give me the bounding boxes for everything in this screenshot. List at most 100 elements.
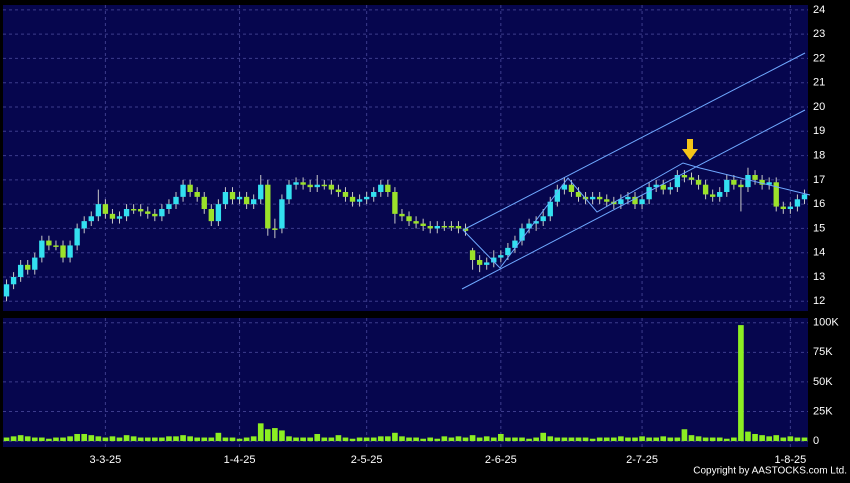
volume-bar [759, 435, 765, 442]
volume-bar [610, 437, 617, 442]
grid [3, 5, 808, 447]
candle-body [801, 194, 808, 200]
volume-bar [349, 438, 356, 442]
volume-bar [293, 437, 299, 442]
volume-bar [81, 433, 88, 442]
candle-body [462, 228, 469, 231]
candle-body [81, 221, 87, 229]
candle-body [286, 184, 292, 200]
volume-bar [24, 436, 31, 442]
candle-body [130, 209, 137, 211]
candle-body [356, 199, 363, 202]
candle-body [201, 196, 207, 209]
volume-bar [370, 437, 377, 442]
candle-body [46, 240, 52, 246]
candle-body [491, 257, 497, 263]
volume-bar [702, 437, 709, 442]
candle-body [498, 255, 504, 258]
candle-body [731, 179, 737, 185]
volume-bar [335, 435, 342, 442]
candle-body [794, 199, 801, 207]
volume-bar [151, 437, 158, 442]
y-tick-label: 24 [813, 4, 825, 16]
candle-body [349, 196, 356, 202]
y-tick-label: 15 [813, 222, 825, 234]
candle-body [561, 184, 568, 190]
volume-bar [462, 437, 469, 442]
volume-bar [498, 433, 504, 442]
candle-body [74, 228, 80, 246]
channel-lower [461, 109, 806, 290]
candle-body [378, 184, 384, 192]
arrow [682, 139, 698, 160]
candle-body [328, 184, 335, 190]
volume-bar [660, 436, 667, 442]
candle-body [455, 226, 462, 229]
candle-body [618, 199, 624, 205]
volume-bar [166, 436, 172, 442]
volume-bar [363, 437, 370, 442]
candle-body [597, 196, 603, 200]
volume-bar [646, 437, 652, 442]
volume-bar [144, 437, 151, 442]
volume-bar [505, 437, 511, 442]
candle-body [138, 209, 144, 212]
candle-body [342, 192, 349, 197]
volume-bar [53, 437, 59, 442]
volume-bar [187, 436, 193, 442]
volume-bar [787, 436, 794, 442]
volume-bar [180, 435, 186, 442]
candle-body [293, 182, 299, 185]
volume-bar [10, 436, 17, 442]
candle-body [639, 199, 645, 205]
volume-bar [533, 437, 539, 442]
volume-bar [222, 437, 229, 442]
candle-body [554, 189, 561, 202]
volume-bar [201, 437, 208, 442]
candle-body [526, 223, 532, 229]
volume-bar [399, 436, 405, 442]
candle-body [434, 226, 440, 229]
y-tick-label: 20 [813, 101, 825, 113]
candle-body [60, 245, 66, 258]
candle-body [674, 175, 681, 188]
x-tick-label: 2-5-25 [351, 454, 383, 466]
y-tick-label: 23 [813, 28, 825, 40]
candle-body [187, 184, 193, 192]
candle-body [102, 204, 109, 214]
volume-bar [695, 436, 702, 442]
zigzag [462, 162, 811, 269]
candle-body [53, 245, 59, 247]
volume-bar [406, 437, 412, 442]
candle-body [448, 226, 455, 228]
candle-body [116, 216, 123, 219]
volume-bar [575, 437, 582, 442]
volume-bar [31, 437, 38, 442]
volume-bar [632, 437, 638, 442]
candle-body [215, 204, 222, 222]
volume-bar [116, 437, 123, 442]
volume-bar [88, 435, 95, 442]
candle-body [688, 177, 695, 180]
volume-bar [667, 437, 674, 442]
x-tick-label: 1-4-25 [224, 454, 256, 466]
volume-bar [257, 423, 264, 442]
volume-bar [476, 437, 483, 442]
y-tick-label: 22 [813, 52, 825, 64]
volume-bar [738, 325, 744, 442]
x-tick-label: 2-6-25 [485, 454, 517, 466]
candle-body [272, 228, 278, 230]
y-tick-label: 17 [813, 174, 825, 186]
volume-bar [773, 435, 780, 442]
y-tick-label: 12 [813, 295, 825, 307]
candle-body [568, 184, 575, 192]
volume-bar [137, 437, 144, 442]
arrow-head [682, 149, 698, 160]
candle-body [780, 206, 786, 209]
candle-body [208, 209, 214, 222]
candle-body [752, 175, 758, 180]
volume-bar [46, 438, 52, 442]
volume-bar [766, 436, 772, 442]
candle-body [773, 182, 779, 207]
volume-bar [603, 437, 610, 442]
